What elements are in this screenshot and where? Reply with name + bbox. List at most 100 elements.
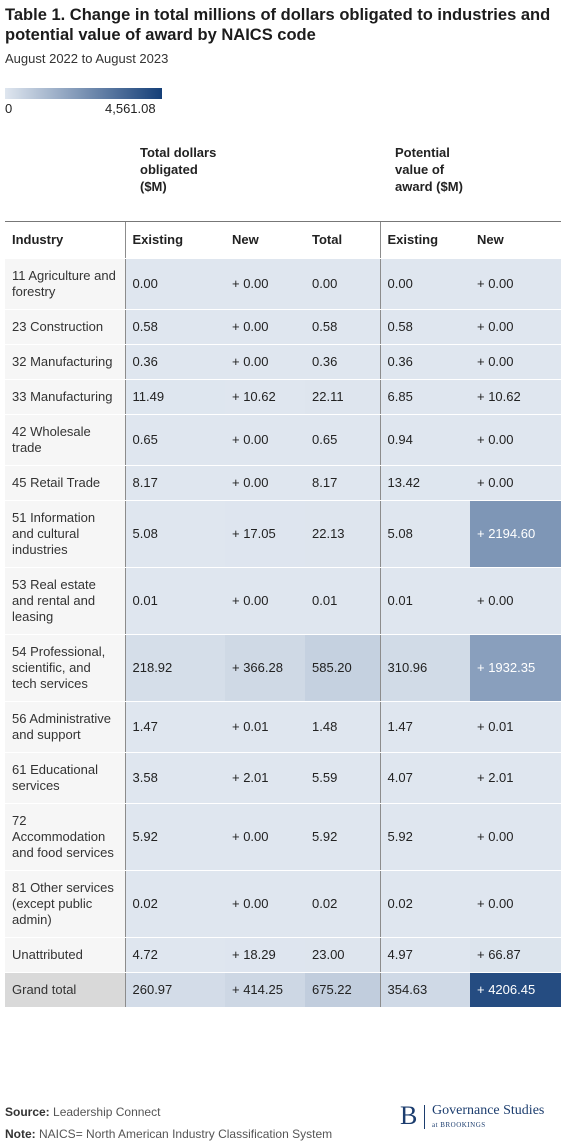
industry-cell: Grand total — [5, 972, 126, 1008]
value-cell: 0.02 — [125, 870, 225, 938]
value-cell: + 0.00 — [470, 309, 561, 345]
group-header: Total dollars obligated ($M) — [140, 145, 217, 194]
value-cell: 0.00 — [305, 258, 381, 310]
table: Industry Existing New Total Existing New 11 A… — [5, 222, 561, 1008]
industry-cell: 54 Professional, scientific, and tech se… — [5, 634, 126, 702]
title: Table 1. Change in total millions of dol… — [5, 6, 551, 44]
value-cell: 0.58 — [125, 309, 225, 345]
value-cell: 0.01 — [125, 567, 225, 635]
value-cell: + 17.05 — [225, 500, 305, 568]
scale-max: 4,561.08 — [105, 101, 156, 116]
note-label: Note: — [5, 1127, 36, 1141]
table-row: Grand total 260.97 + 414.25 675.22 354.63 + 4… — [5, 972, 561, 1008]
logo-sub: at BROOKINGS — [432, 1121, 486, 1129]
value-cell: + 366.28 — [225, 634, 305, 702]
value-cell: 0.65 — [305, 414, 381, 466]
value-cell: + 1932.35 — [470, 634, 561, 702]
value-cell: + 66.87 — [470, 937, 561, 973]
logo-mark: B — [400, 1101, 418, 1130]
value-cell: + 4206.45 — [470, 972, 561, 1008]
value-cell: 354.63 — [380, 972, 470, 1008]
value-cell: 5.08 — [125, 500, 225, 568]
industry-cell: 33 Manufacturing — [5, 379, 126, 415]
value-cell: + 0.00 — [470, 258, 561, 310]
value-cell: 0.01 — [305, 567, 381, 635]
value-cell: 0.36 — [380, 344, 470, 380]
logo-title: Governance Studies — [432, 1103, 545, 1118]
table-row: 42 Wholesale trade 0.65 + 0.00 0.65 0.94 + 0.… — [5, 414, 561, 466]
value-cell: 5.59 — [305, 752, 381, 804]
industry-cell: 11 Agriculture and forestry — [5, 258, 126, 310]
value-cell: 8.17 — [125, 465, 225, 501]
value-cell: 0.36 — [125, 344, 225, 380]
table-row: 56 Administrative and support 1.47 + 0.01 1… — [5, 701, 561, 753]
value-cell: + 0.00 — [225, 258, 305, 310]
industry-cell: 72 Accommodation and food services — [5, 803, 126, 871]
column-header: Existing — [380, 222, 470, 259]
value-cell: 4.72 — [125, 937, 225, 973]
value-cell: 0.00 — [125, 258, 225, 310]
table-row: 51 Information and cultural industries 5.… — [5, 500, 561, 568]
value-cell: 0.58 — [380, 309, 470, 345]
note: Note: NAICS= North American Industry Cla… — [5, 1127, 332, 1141]
value-cell: 260.97 — [125, 972, 225, 1008]
value-cell: 13.42 — [380, 465, 470, 501]
value-cell: + 18.29 — [225, 937, 305, 973]
value-cell: + 0.00 — [225, 803, 305, 871]
value-cell: + 0.00 — [470, 465, 561, 501]
table-row: 81 Other services (except public admin) 0… — [5, 870, 561, 938]
value-cell: 4.07 — [380, 752, 470, 804]
value-cell: 0.94 — [380, 414, 470, 466]
value-cell: 585.20 — [305, 634, 381, 702]
industry-cell: 56 Administrative and support — [5, 701, 126, 753]
value-cell: 22.11 — [305, 379, 381, 415]
value-cell: 0.02 — [380, 870, 470, 938]
value-cell: 0.36 — [305, 344, 381, 380]
value-cell: 0.00 — [380, 258, 470, 310]
value-cell: + 2.01 — [225, 752, 305, 804]
industry-cell: 53 Real estate and rental and leasing — [5, 567, 126, 635]
industry-cell: 81 Other services (except public admin) — [5, 870, 126, 938]
value-cell: 0.02 — [305, 870, 381, 938]
table-row: 61 Educational services 3.58 + 2.01 5.59 4.0… — [5, 752, 561, 804]
note-text: NAICS= North American Industry Classific… — [39, 1127, 333, 1141]
column-header: Existing — [125, 222, 225, 259]
value-cell: 5.08 — [380, 500, 470, 568]
source-text: Leadership Connect — [53, 1105, 161, 1119]
value-cell: 5.92 — [125, 803, 225, 871]
value-cell: + 0.00 — [470, 803, 561, 871]
value-cell: + 2194.60 — [470, 500, 561, 568]
value-cell: + 0.00 — [225, 309, 305, 345]
value-cell: 0.01 — [380, 567, 470, 635]
logo-rule — [424, 1105, 425, 1129]
value-cell: 5.92 — [380, 803, 470, 871]
rule — [5, 221, 561, 222]
value-cell: 6.85 — [380, 379, 470, 415]
source: Source: Leadership Connect — [5, 1105, 160, 1119]
value-cell: + 0.01 — [470, 701, 561, 753]
column-header: Industry — [5, 222, 126, 259]
table-row: 45 Retail Trade 8.17 + 0.00 8.17 13.42 + 0.00 — [5, 465, 561, 501]
table-row: 72 Accommodation and food services 5.92 + … — [5, 803, 561, 871]
value-cell: + 0.00 — [225, 870, 305, 938]
value-cell: + 414.25 — [225, 972, 305, 1008]
column-header: New — [470, 222, 561, 259]
subtitle: August 2022 to August 2023 — [5, 51, 169, 66]
value-cell: 3.58 — [125, 752, 225, 804]
group-header: Potential value of award ($M) — [395, 145, 463, 194]
value-cell: 310.96 — [380, 634, 470, 702]
value-cell: + 0.00 — [470, 567, 561, 635]
table-row: 33 Manufacturing 11.49 + 10.62 22.11 6.85 + 1… — [5, 379, 561, 415]
table-row: 23 Construction 0.58 + 0.00 0.58 0.58 + 0.00 — [5, 309, 561, 345]
value-cell: + 0.00 — [470, 414, 561, 466]
value-cell: 11.49 — [125, 379, 225, 415]
industry-cell: 61 Educational services — [5, 752, 126, 804]
value-cell: 0.65 — [125, 414, 225, 466]
value-cell: 0.58 — [305, 309, 381, 345]
column-header: New — [225, 222, 305, 259]
table-row: 53 Real estate and rental and leasing 0.0… — [5, 567, 561, 635]
industry-cell: 23 Construction — [5, 309, 126, 345]
value-cell: 22.13 — [305, 500, 381, 568]
table-row: 54 Professional, scientific, and tech se… — [5, 634, 561, 702]
